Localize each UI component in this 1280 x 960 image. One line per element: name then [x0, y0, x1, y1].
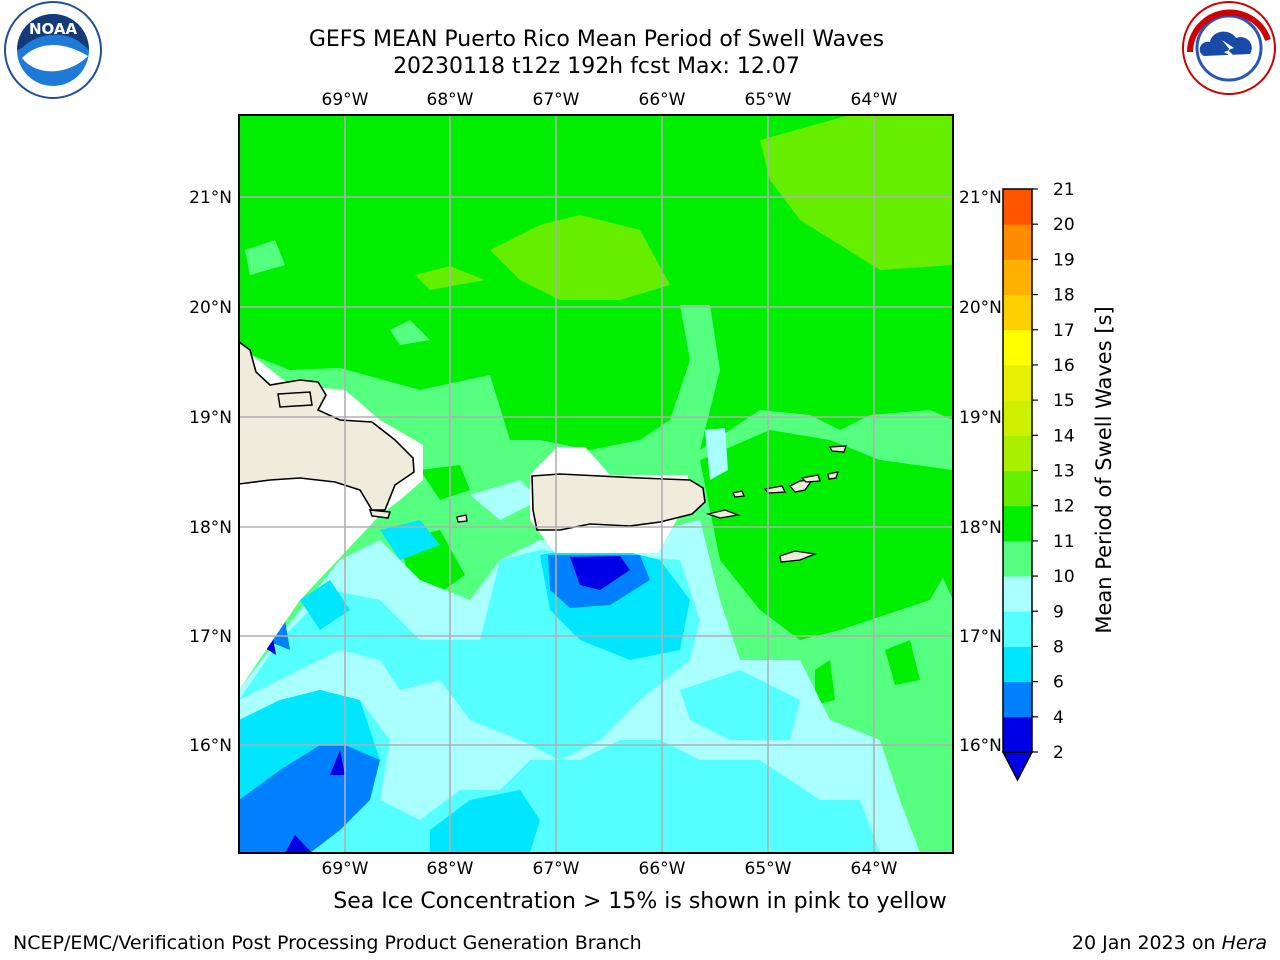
colorbar-segment [1003, 716, 1032, 753]
colorbar-segment [1003, 364, 1032, 401]
swell-period-field [239, 115, 953, 853]
footer-date: 20 Jan 2023 on Hera [1072, 932, 1267, 954]
sea-ice-note: Sea Ice Concentration > 15% is shown in … [333, 889, 947, 914]
lon-label-top: 67°W [533, 90, 580, 110]
lon-label-bottom: 65°W [745, 859, 792, 879]
colorbar-label: 11 [1053, 532, 1075, 552]
hispaniola-land [239, 341, 415, 511]
lon-label-top: 66°W [639, 90, 686, 110]
noaa-logo-text: NOAA [29, 20, 78, 38]
colorbar-segment [1003, 294, 1032, 331]
colorbar: 2 4 6 8 9 10 11 12 13 14 15 16 17 18 19 20 21 [1001, 180, 1075, 782]
lat-label-right: 20°N [959, 298, 1002, 318]
colorbar-under-arrow [1001, 751, 1034, 782]
colorbar-label: 12 [1053, 497, 1075, 517]
lat-label-right: 19°N [959, 408, 1002, 428]
colorbar-segment [1003, 470, 1032, 507]
lat-label-left: 21°N [189, 188, 232, 208]
chart-title: GEFS MEAN Puerto Rico Mean Period of Swe… [308, 27, 885, 52]
nws-logo [1182, 1, 1276, 95]
lat-label-right: 16°N [959, 736, 1002, 756]
colorbar-segment [1003, 435, 1032, 471]
colorbar-label: 15 [1053, 391, 1075, 411]
footer-credit: NCEP/EMC/Verification Post Processing Pr… [13, 932, 642, 954]
noaa-logo: NOAA [4, 1, 102, 99]
colorbar-segment [1003, 259, 1032, 296]
colorbar-label: 4 [1053, 708, 1064, 728]
colorbar-segment [1003, 400, 1032, 436]
lon-label-bottom: 68°W [427, 859, 474, 879]
lon-label-top: 68°W [427, 90, 474, 110]
colorbar-label: 18 [1053, 286, 1075, 306]
colorbar-label: 19 [1053, 250, 1075, 270]
lon-label-bottom: 69°W [322, 859, 369, 879]
colorbar-segment [1003, 611, 1032, 647]
colorbar-label: 2 [1053, 743, 1064, 763]
lon-label-bottom: 67°W [533, 859, 580, 879]
map-frame [238, 114, 954, 854]
colorbar-label: 10 [1053, 567, 1075, 587]
colorbar-segment [1003, 224, 1032, 260]
colorbar-segment [1003, 576, 1032, 612]
lon-label-top: 65°W [745, 90, 792, 110]
colorbar-title: Mean Period of Swell Waves [s] [1092, 306, 1116, 633]
colorbar-label: 17 [1053, 321, 1075, 341]
lat-label-left: 18°N [189, 518, 232, 538]
lat-label-left: 16°N [189, 736, 232, 756]
colorbar-segment [1003, 329, 1032, 366]
colorbar-label: 13 [1053, 462, 1075, 482]
colorbar-segment [1003, 646, 1032, 683]
lat-label-left: 19°N [189, 408, 232, 428]
lon-label-top: 64°W [851, 90, 898, 110]
colorbar-label: 9 [1053, 602, 1064, 622]
longitude-labels: 69°W 69°W 68°W 68°W 67°W 67°W 66°W 66°W 65°W 65°W… [322, 90, 898, 879]
footer-host: Hera [1221, 932, 1267, 954]
colorbar-label: 14 [1053, 426, 1075, 446]
lat-label-left: 17°N [189, 627, 232, 647]
lat-label-right: 17°N [959, 627, 1002, 647]
footer-date-text: 20 Jan 2023 on [1071, 932, 1216, 954]
lat-label-right: 18°N [959, 518, 1002, 538]
latitude-labels: 21°N 21°N 20°N 20°N 19°N 19°N 18°N 18°N 17°N 17°N… [189, 188, 1002, 756]
lon-label-top: 69°W [322, 90, 369, 110]
colorbar-segment [1003, 505, 1032, 542]
colorbar-segment [1003, 681, 1032, 718]
lat-label-right: 21°N [959, 188, 1002, 208]
lon-label-bottom: 64°W [851, 859, 898, 879]
colorbar-segment [1003, 189, 1032, 225]
colorbar-segment [1003, 540, 1032, 577]
chart-subtitle: 20230118 t12z 192h fcst Max: 12.07 [393, 54, 800, 79]
colorbar-label: 16 [1053, 356, 1075, 376]
graticule [239, 115, 953, 853]
colorbar-label: 6 [1053, 673, 1064, 693]
colorbar-label: 21 [1053, 180, 1075, 200]
colorbar-label: 20 [1053, 215, 1075, 235]
lat-label-left: 20°N [189, 298, 232, 318]
colorbar-label: 8 [1053, 637, 1064, 657]
lon-label-bottom: 66°W [639, 859, 686, 879]
